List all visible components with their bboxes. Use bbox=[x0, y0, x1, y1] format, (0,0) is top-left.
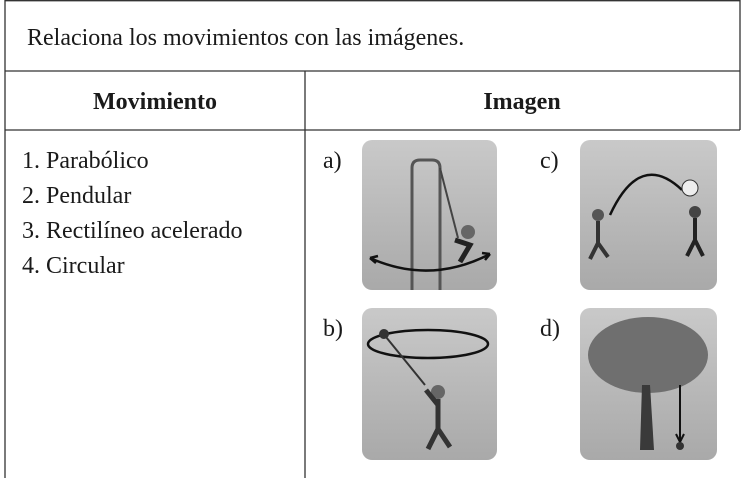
image-circular bbox=[362, 308, 497, 460]
list-item: 4. Circular bbox=[22, 253, 125, 279]
list-item: 1. Parabólico bbox=[22, 148, 149, 174]
image-label: a) bbox=[323, 148, 342, 174]
column-header: Imagen bbox=[483, 89, 560, 115]
title: Relaciona los movimientos con las imágen… bbox=[27, 25, 464, 51]
image-label: d) bbox=[540, 316, 560, 342]
column-header: Movimiento bbox=[93, 89, 217, 115]
list-item: 3. Rectilíneo acelerado bbox=[22, 218, 243, 244]
image-label: b) bbox=[323, 316, 343, 342]
image-tree bbox=[580, 308, 717, 460]
list-item: 2. Pendular bbox=[22, 183, 131, 209]
image-label: c) bbox=[540, 148, 559, 174]
image-swing bbox=[362, 140, 497, 290]
image-football bbox=[580, 140, 717, 290]
